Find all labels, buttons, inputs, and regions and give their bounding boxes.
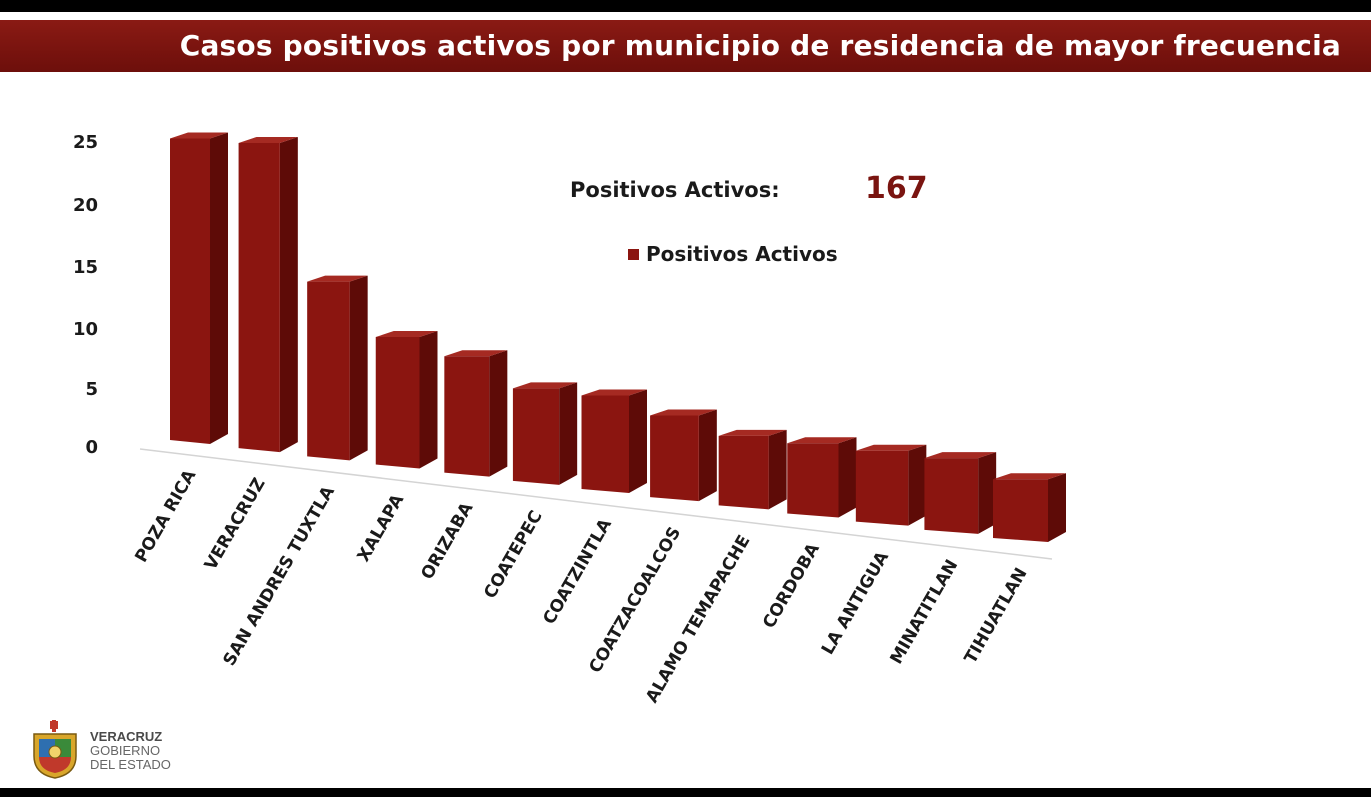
- floor-line: [139, 448, 1053, 560]
- bar-side: [838, 437, 857, 518]
- bar-side: [908, 444, 927, 526]
- bar-front: [581, 395, 629, 493]
- y-tick-label: 0: [85, 437, 98, 458]
- bar: [375, 331, 438, 469]
- x-category-label: CORDOBA: [759, 539, 824, 632]
- x-category-label: TIHUATLAN: [961, 565, 1032, 668]
- bar: [307, 275, 368, 461]
- summary-value: 167: [865, 171, 928, 206]
- bar: [993, 473, 1066, 542]
- x-category-label: MINATITLAN: [886, 556, 962, 667]
- bar-top: [855, 444, 927, 451]
- logo-line-1: VERACRUZ: [90, 729, 163, 744]
- y-tick-label: 20: [73, 195, 98, 216]
- bar-top: [375, 331, 438, 338]
- chart-floor: [139, 448, 1053, 560]
- bar: [170, 132, 228, 444]
- bar-side: [698, 409, 717, 502]
- government-logo: VERACRUZ GOBIERNO DEL ESTADO: [28, 720, 198, 780]
- x-category-label: POZA RICA: [131, 466, 200, 566]
- bar-top: [512, 382, 578, 389]
- bar-front: [787, 443, 839, 518]
- bar-front: [238, 142, 280, 453]
- logo-line-2: GOBIERNO: [90, 743, 161, 758]
- bar: [444, 350, 508, 477]
- x-category-label: XALAPA: [354, 490, 409, 565]
- x-category-label: COATZINTLA: [539, 515, 616, 628]
- coat-of-arms-icon: [33, 720, 77, 779]
- summary-label: Positivos Activos:: [570, 178, 780, 202]
- bar-front: [718, 435, 769, 510]
- bar-side: [489, 350, 508, 477]
- bar: [512, 382, 578, 485]
- bar-top: [650, 409, 717, 416]
- bars: [170, 132, 1066, 542]
- bar-top: [444, 350, 508, 357]
- y-axis-ticks: 0 5 10 15 20 25: [73, 132, 98, 458]
- bar-side: [419, 331, 438, 469]
- bar-front: [170, 138, 210, 444]
- bar-side: [559, 382, 578, 485]
- bar: [787, 437, 857, 518]
- bar-side: [210, 132, 228, 444]
- bar-side: [349, 275, 368, 461]
- bar-side: [978, 452, 997, 534]
- bar-top: [993, 473, 1066, 480]
- bar-front: [650, 415, 699, 502]
- bar-side: [629, 389, 647, 493]
- x-category-label: VERACRUZ: [201, 475, 270, 574]
- bar-top: [924, 452, 997, 459]
- logo-text: VERACRUZ GOBIERNO DEL ESTADO: [90, 730, 171, 772]
- bar-front: [993, 479, 1048, 542]
- bar-front: [512, 388, 560, 485]
- bar-front: [444, 356, 490, 477]
- x-category-label: COATEPEC: [480, 507, 546, 602]
- bar-top: [787, 437, 857, 444]
- bar-side: [279, 136, 298, 453]
- bar-side: [1048, 473, 1066, 542]
- bar: [650, 409, 717, 502]
- bar: [238, 136, 298, 453]
- bar-front: [924, 458, 979, 534]
- y-tick-label: 10: [73, 319, 98, 340]
- y-tick-label: 5: [85, 379, 98, 400]
- x-category-label: LA ANTIGUA: [818, 547, 894, 658]
- summary: Positivos Activos: 167: [570, 171, 928, 206]
- y-tick-label: 25: [73, 132, 98, 153]
- page-title: Casos positivos activos por municipio de…: [179, 29, 1341, 62]
- bar-side: [768, 429, 787, 510]
- bar-top: [718, 429, 787, 436]
- bar-front: [375, 337, 420, 469]
- title-bar: Casos positivos activos por municipio de…: [0, 20, 1371, 72]
- legend-swatch: [628, 249, 639, 260]
- bar-top: [170, 132, 228, 139]
- legend-label: Positivos Activos: [646, 242, 838, 266]
- x-category-label: ORIZABA: [417, 498, 477, 583]
- bar-top: [307, 275, 368, 282]
- slide: Casos positivos activos por municipio de…: [0, 12, 1371, 788]
- bar: [718, 429, 787, 510]
- legend: Positivos Activos: [628, 242, 838, 266]
- bar-top: [238, 136, 298, 143]
- bar-front: [307, 281, 350, 461]
- bar: [581, 389, 647, 493]
- logo-line-3: DEL ESTADO: [90, 757, 171, 772]
- bar-front: [855, 450, 909, 526]
- bar: [855, 444, 927, 526]
- bar-top: [581, 389, 647, 396]
- bar: [924, 452, 997, 534]
- y-tick-label: 15: [73, 257, 98, 278]
